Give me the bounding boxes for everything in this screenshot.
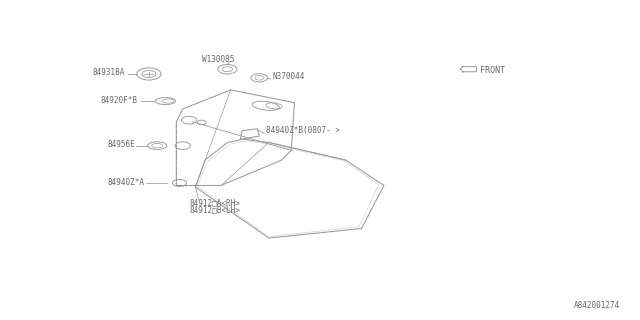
- Text: 84920F*B: 84920F*B: [101, 96, 138, 105]
- Text: 84940Z*B(0807- >: 84940Z*B(0807- >: [266, 126, 340, 135]
- Text: 84940Z*A: 84940Z*A: [108, 178, 145, 187]
- Text: A842001274: A842001274: [574, 301, 620, 310]
- Text: 84931BA: 84931BA: [93, 68, 125, 77]
- Text: 84912□B<LH>: 84912□B<LH>: [189, 205, 240, 214]
- Text: 84912□A<RH>: 84912□A<RH>: [189, 198, 240, 207]
- Text: FRONT: FRONT: [479, 66, 505, 75]
- Text: N370044: N370044: [272, 72, 305, 81]
- Text: 84956E: 84956E: [107, 140, 135, 149]
- Text: W130085: W130085: [202, 55, 234, 64]
